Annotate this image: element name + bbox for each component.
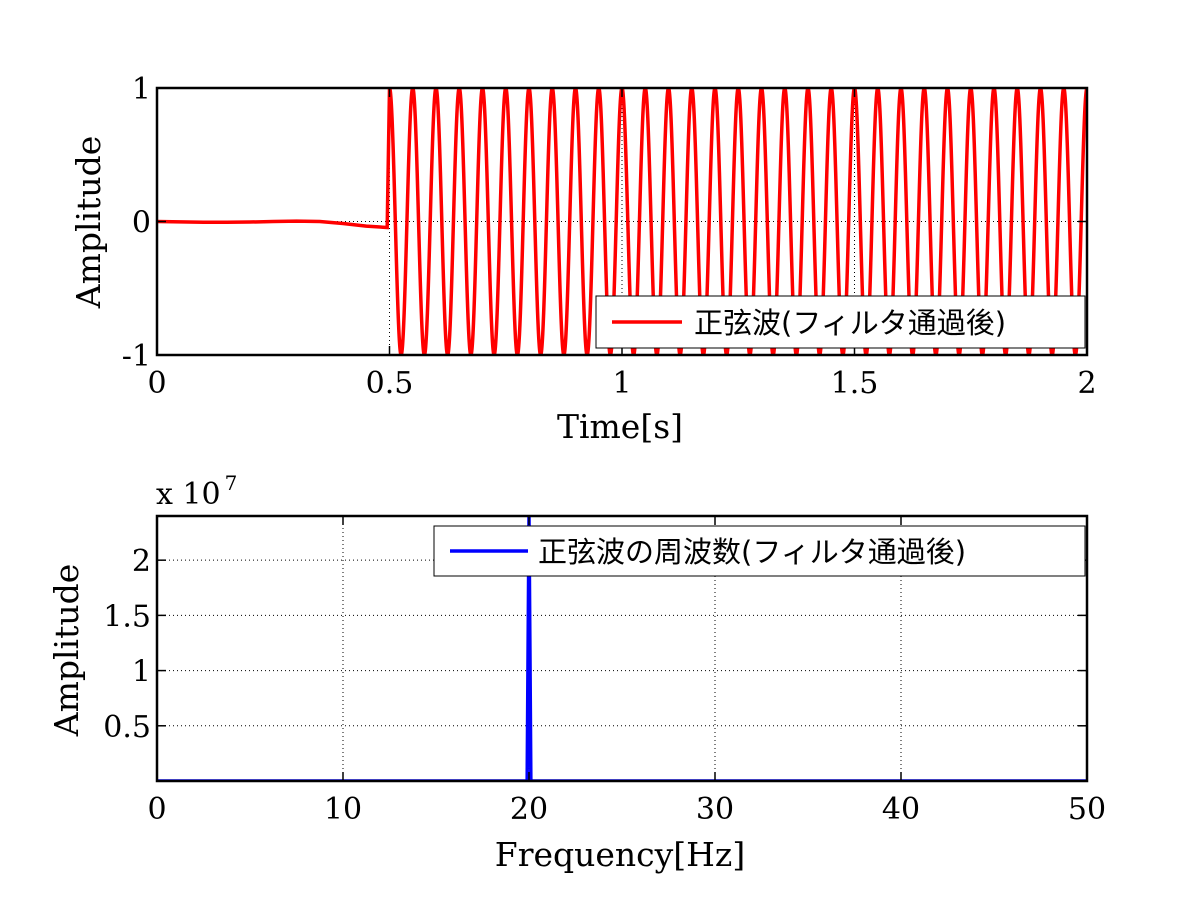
top-ytick-label: 0 [132,206,151,241]
bottom-legend: 正弦波の周波数(フィルタ通過後) [433,525,1086,577]
bottom-ytick-label: 1 [132,655,151,690]
bottom-xtick-label: 20 [510,792,548,827]
top-xlabel: Time[s] [557,407,683,446]
bottom-ytick-label: 1.5 [103,599,151,634]
top-xtick-label: 0 [147,366,166,401]
bottom-xtick-label: 0 [147,792,166,827]
bottom-xtick-label: 30 [696,792,734,827]
bottom-y-multiplier-exponent: 7 [225,471,238,495]
bottom-ytick-label: 2 [132,544,151,579]
top-ytick-label: 1 [132,72,151,107]
bottom-ylabel: Amplitude [47,564,86,738]
bottom-ticks: 0 10 20 30 40 50 0.5 1 1.5 2 [103,516,1106,827]
top-xtick-label: 2 [1077,366,1096,401]
top-ylabel: Amplitude [69,136,108,310]
bottom-plot: 0 10 20 30 40 50 0.5 1 1.5 2 x 10 7 Amplitude Fre… [47,471,1106,874]
top-ticks: 0 0.5 1 1.5 2-101 [122,72,1097,401]
bottom-xtick-label: 50 [1068,792,1106,827]
bottom-legend-label: 正弦波の周波数(フィルタ通過後) [538,535,966,569]
top-ytick-label: -1 [122,339,151,374]
top-xtick-label: 1.5 [831,366,879,401]
top-xtick-label: 0.5 [366,366,414,401]
top-xtick-label: 1 [612,366,631,401]
bottom-ytick-label: 0.5 [103,710,151,745]
top-legend: 正弦波(フィルタ通過後) [595,295,1086,349]
bottom-xtick-label: 10 [324,792,362,827]
bottom-y-multiplier: x 10 7 [156,471,237,512]
top-legend-label: 正弦波(フィルタ通過後) [694,306,1006,340]
bottom-xtick-label: 40 [882,792,920,827]
bottom-y-multiplier-base: x 10 [156,477,221,512]
bottom-legend-box [433,525,1086,577]
top-plot: 0 0.5 1 1.5 2-101 Amplitude Time[s] 正弦波(フィルタ… [69,72,1097,446]
bottom-xlabel: Frequency[Hz] [495,835,745,874]
bottom-axes-box [155,514,1089,783]
